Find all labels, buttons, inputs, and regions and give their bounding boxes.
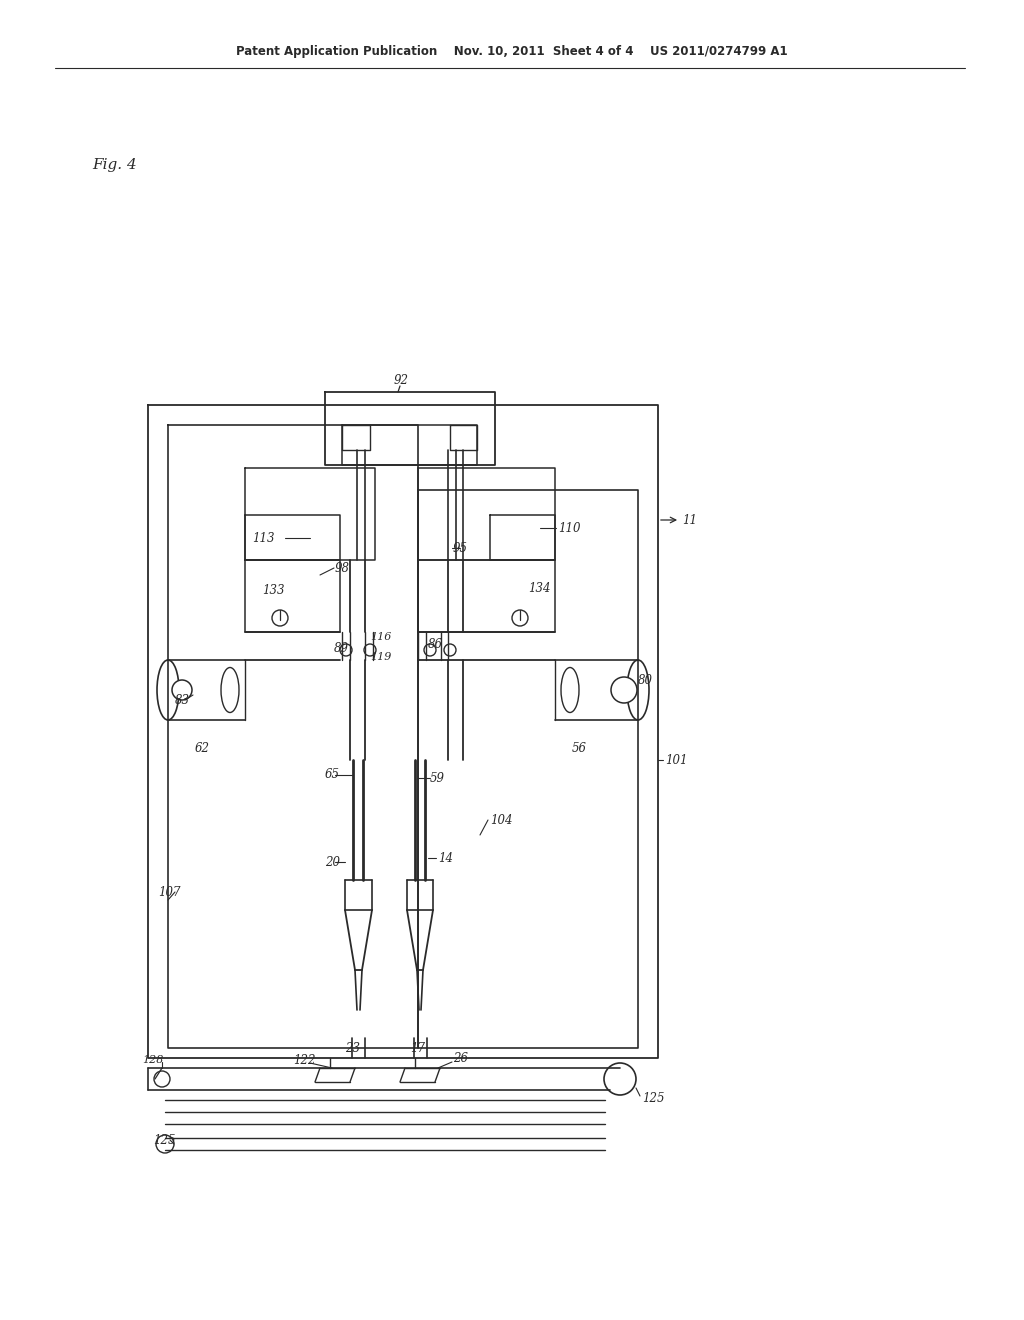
Text: 98: 98 bbox=[335, 561, 350, 574]
Text: 104: 104 bbox=[490, 813, 512, 826]
Circle shape bbox=[272, 610, 288, 626]
Text: 14: 14 bbox=[438, 851, 453, 865]
Circle shape bbox=[512, 610, 528, 626]
Text: 110: 110 bbox=[558, 521, 581, 535]
Text: 62: 62 bbox=[195, 742, 210, 755]
Text: 95: 95 bbox=[453, 541, 468, 554]
Text: 125: 125 bbox=[153, 1134, 175, 1147]
Ellipse shape bbox=[627, 660, 649, 719]
Circle shape bbox=[444, 644, 456, 656]
Text: 101: 101 bbox=[665, 754, 687, 767]
Text: 107: 107 bbox=[158, 886, 180, 899]
Circle shape bbox=[364, 644, 376, 656]
Text: 134: 134 bbox=[528, 582, 551, 594]
Circle shape bbox=[172, 680, 193, 700]
Circle shape bbox=[156, 1135, 174, 1152]
Text: 23: 23 bbox=[345, 1041, 360, 1055]
Text: Fig. 4: Fig. 4 bbox=[92, 158, 137, 172]
Text: 125: 125 bbox=[642, 1092, 665, 1105]
Circle shape bbox=[611, 677, 637, 704]
Text: 65: 65 bbox=[325, 768, 340, 781]
Ellipse shape bbox=[221, 668, 239, 713]
Text: 20: 20 bbox=[325, 855, 340, 869]
Text: 80: 80 bbox=[638, 673, 653, 686]
Text: 92: 92 bbox=[394, 374, 409, 387]
Text: 113: 113 bbox=[252, 532, 274, 544]
Circle shape bbox=[604, 1063, 636, 1096]
Text: 122: 122 bbox=[293, 1053, 315, 1067]
Text: 59: 59 bbox=[430, 771, 445, 784]
Text: 11: 11 bbox=[682, 513, 697, 527]
Text: 56: 56 bbox=[572, 742, 587, 755]
Ellipse shape bbox=[157, 660, 179, 719]
Text: 119: 119 bbox=[370, 652, 391, 663]
Text: 116: 116 bbox=[370, 632, 391, 642]
Text: 17: 17 bbox=[410, 1041, 425, 1055]
Circle shape bbox=[340, 644, 352, 656]
Text: 89: 89 bbox=[334, 642, 349, 655]
Circle shape bbox=[424, 644, 436, 656]
Circle shape bbox=[154, 1071, 170, 1086]
Text: Patent Application Publication    Nov. 10, 2011  Sheet 4 of 4    US 2011/0274799: Patent Application Publication Nov. 10, … bbox=[237, 45, 787, 58]
Text: 133: 133 bbox=[262, 583, 285, 597]
Text: 86: 86 bbox=[428, 639, 443, 652]
Text: 83: 83 bbox=[175, 693, 190, 706]
Text: 26: 26 bbox=[453, 1052, 468, 1064]
Text: 128: 128 bbox=[142, 1055, 164, 1065]
Ellipse shape bbox=[561, 668, 579, 713]
